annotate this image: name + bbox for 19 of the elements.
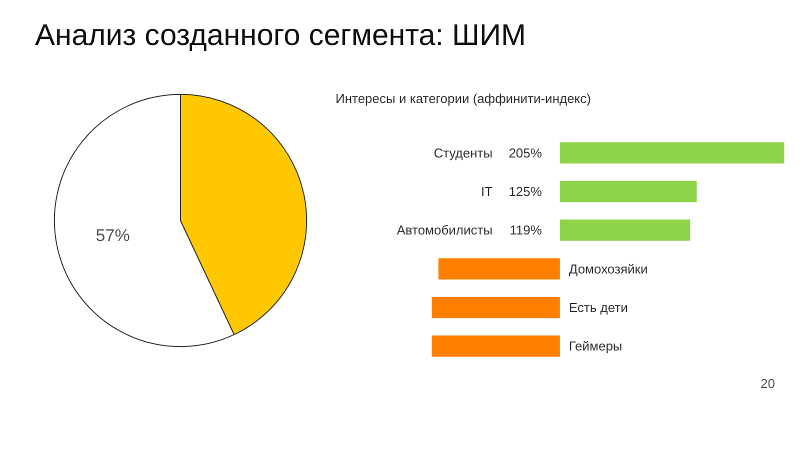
y-tick-label: Студенты (434, 145, 493, 160)
data-label: 119% (510, 222, 542, 238)
y-tick-label: Есть дети (568, 300, 628, 315)
chart-title: Интересы и категории (аффинити-индекс) (336, 91, 591, 106)
bar (432, 336, 560, 357)
bar (560, 142, 784, 164)
data-label: 205% (508, 145, 542, 160)
bar (432, 296, 560, 318)
y-tick-label: Домохозяйки (568, 261, 648, 276)
data-label: 57% (96, 226, 130, 246)
chart-title: Анализ созданного сегмента: ШИМ (35, 18, 526, 54)
bar (560, 180, 697, 202)
text: 20 (760, 375, 775, 393)
y-tick-label: Автомобилисты (396, 222, 493, 238)
bar (438, 258, 560, 280)
y-tick-label: IT (481, 184, 493, 199)
y-tick-label: Геймеры (568, 338, 622, 354)
bar (560, 220, 690, 241)
data-label: 125% (508, 184, 542, 199)
